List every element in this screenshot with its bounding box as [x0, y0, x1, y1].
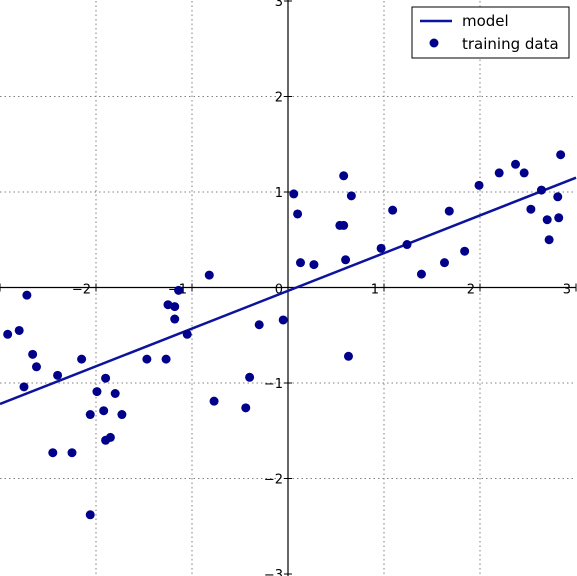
data-point — [48, 448, 58, 458]
data-point — [117, 410, 127, 420]
data-point — [99, 406, 109, 416]
data-point — [19, 382, 29, 392]
y-tick-label: −2 — [264, 473, 283, 488]
x-tick-label: 2 — [467, 283, 475, 298]
data-point — [245, 372, 255, 382]
legend-training-data-label: training data — [462, 35, 559, 53]
data-point — [309, 260, 319, 270]
data-point — [22, 290, 32, 300]
data-point — [341, 255, 351, 265]
data-point — [67, 448, 77, 458]
y-tick-label: 1 — [275, 186, 283, 201]
training-data-points — [3, 150, 566, 520]
data-point — [494, 168, 504, 178]
data-point — [85, 410, 95, 420]
data-point — [77, 354, 87, 364]
data-point — [346, 191, 356, 201]
legend-box — [411, 6, 570, 59]
legend-training-data-swatch — [429, 38, 439, 48]
x-tick-label: 0 — [275, 283, 283, 298]
data-point — [170, 314, 180, 324]
data-point — [542, 215, 552, 225]
y-tick-label: −3 — [264, 568, 283, 576]
data-point — [556, 150, 566, 160]
data-point — [142, 354, 152, 364]
x-tick-label: −2 — [72, 283, 91, 298]
data-point — [101, 373, 111, 383]
data-point — [536, 185, 546, 195]
data-point — [53, 370, 63, 380]
data-point — [241, 403, 251, 413]
data-point — [182, 329, 192, 339]
legend: model training data — [411, 6, 570, 59]
y-tick-label: 2 — [275, 91, 283, 106]
data-point — [278, 315, 288, 325]
data-point — [339, 171, 349, 181]
data-point — [105, 432, 115, 442]
data-point — [460, 246, 470, 256]
legend-model-label: model — [462, 12, 509, 30]
data-point — [511, 159, 521, 169]
data-point — [444, 206, 454, 216]
data-point — [376, 243, 386, 253]
data-point — [295, 258, 305, 268]
data-point — [28, 349, 38, 359]
data-point — [416, 269, 426, 279]
data-point — [293, 209, 303, 219]
data-point — [554, 213, 564, 223]
data-point — [31, 362, 41, 372]
model-line-group — [0, 176, 577, 406]
data-point — [526, 204, 536, 214]
data-point — [254, 320, 264, 330]
data-point — [209, 396, 219, 406]
data-point — [519, 168, 529, 178]
data-point — [402, 240, 412, 250]
y-tick-label: 3 — [275, 0, 283, 10]
data-point — [170, 302, 180, 312]
data-point — [544, 235, 554, 245]
data-point — [110, 389, 120, 399]
data-point — [553, 192, 563, 202]
data-point — [289, 189, 299, 199]
model-line — [0, 176, 577, 406]
data-point — [14, 325, 24, 335]
data-point — [92, 387, 102, 397]
data-point — [474, 180, 484, 190]
data-point — [439, 258, 449, 268]
x-tick-label: 1 — [371, 283, 379, 298]
data-point — [3, 329, 13, 339]
data-point — [388, 205, 398, 215]
data-point — [174, 285, 184, 295]
data-point — [343, 351, 353, 361]
data-point — [204, 270, 214, 280]
y-tick-label: −1 — [264, 377, 283, 392]
x-tick-label: 3 — [563, 283, 571, 298]
data-point — [339, 220, 349, 230]
data-point — [85, 510, 95, 520]
data-point — [161, 354, 171, 364]
